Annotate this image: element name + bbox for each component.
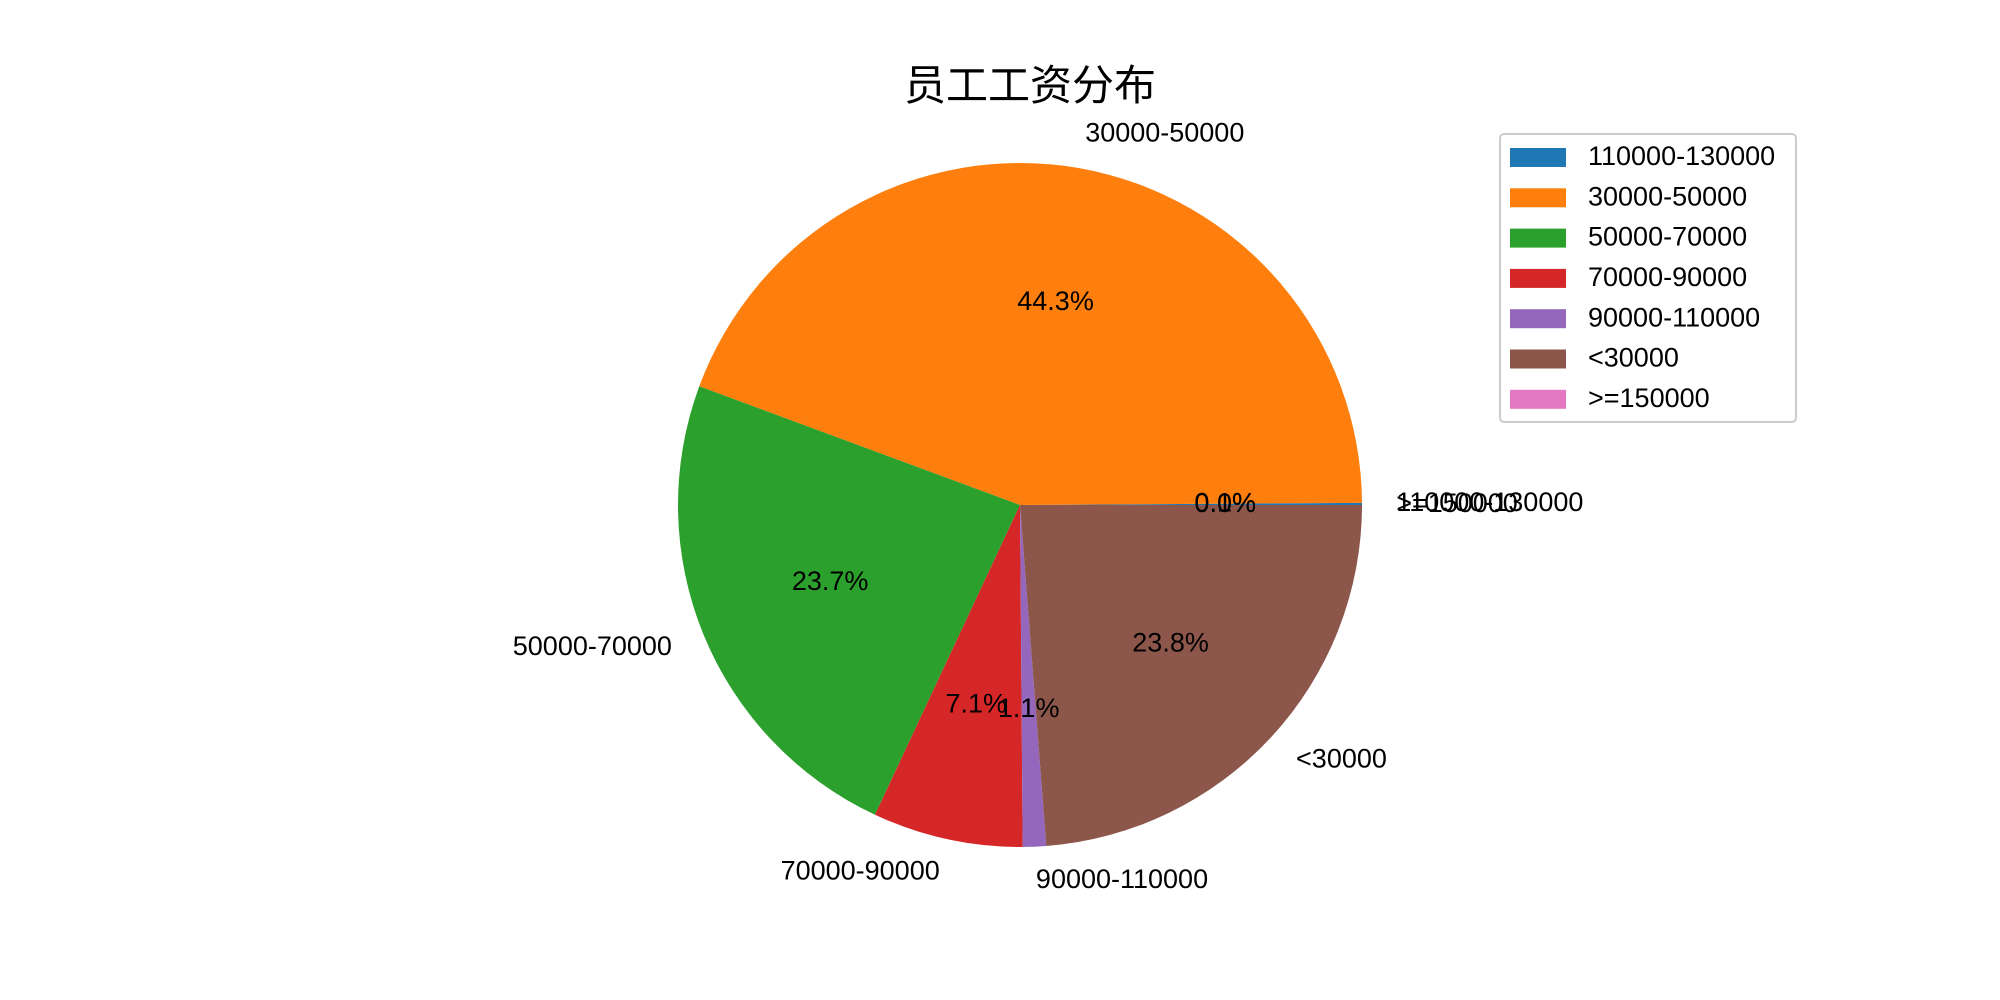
slice-label-gteq150000: >=150000 <box>1396 488 1518 518</box>
pie-slices <box>678 162 1362 848</box>
legend-label-lt30000: <30000 <box>1588 343 1679 373</box>
percent-label-90000-110000: 1.1% <box>998 693 1060 723</box>
percent-label-50000-70000: 23.7% <box>792 566 869 596</box>
percent-label-110000-130000: 0.1% <box>1194 487 1256 517</box>
percent-label-lt30000: 23.8% <box>1132 628 1209 658</box>
legend: 110000-130000 30000-50000 50000-70000 70000… <box>1499 133 1797 423</box>
legend-swatch-110000-130000 <box>1510 148 1566 167</box>
slice-label-30000-50000: 30000-50000 <box>1085 118 1244 148</box>
pie-slice-110000-130000 <box>1020 502 1362 505</box>
percent-label-gteq150000: 0.0% <box>1194 488 1256 518</box>
legend-label-90000-110000: 90000-110000 <box>1588 302 1760 332</box>
pie-slice-90000-110000 <box>1020 505 1047 847</box>
legend-frame <box>1499 133 1797 423</box>
legend-swatch-70000-90000 <box>1510 268 1566 288</box>
slice-label-70000-90000: 70000-90000 <box>781 856 940 886</box>
pie-slice-lt30000 <box>1020 505 1362 846</box>
legend-label-110000-130000: 110000-130000 <box>1588 141 1775 171</box>
slice-label-90000-110000: 90000-110000 <box>1036 864 1208 894</box>
legend-swatch-gteq150000 <box>1510 389 1566 409</box>
pie-slice-30000-50000 <box>699 162 1362 505</box>
legend-label-50000-70000: 50000-70000 <box>1588 222 1747 252</box>
legend-swatch-30000-50000 <box>1510 188 1566 208</box>
percent-label-30000-50000: 44.3% <box>1017 286 1094 316</box>
legend-swatch-90000-110000 <box>1510 309 1566 329</box>
pie-slice-50000-70000 <box>678 386 1020 815</box>
legend-swatch-lt30000 <box>1510 349 1566 369</box>
slice-category-labels: 110000-130000 30000-50000 50000-70000 70000… <box>513 118 1584 894</box>
legend-swatch-50000-70000 <box>1510 228 1566 248</box>
slice-label-110000-130000: 110000-130000 <box>1396 487 1583 517</box>
legend-label-gteq150000: >=150000 <box>1588 383 1710 413</box>
legend-label-70000-90000: 70000-90000 <box>1588 262 1747 292</box>
slice-percent-labels: 0.1% 44.3% 23.7% 7.1%1.1% 23.8% 0.0% <box>792 286 1256 723</box>
slice-label-50000-70000: 50000-70000 <box>513 631 672 661</box>
chart-title: 员工工资分布 <box>904 61 1156 110</box>
percent-label-70000-90000: 7.1% <box>945 689 1007 719</box>
slice-label-lt30000: <30000 <box>1296 744 1387 774</box>
legend-label-30000-50000: 30000-50000 <box>1588 181 1747 211</box>
pie-slice-70000-90000 <box>875 505 1023 848</box>
